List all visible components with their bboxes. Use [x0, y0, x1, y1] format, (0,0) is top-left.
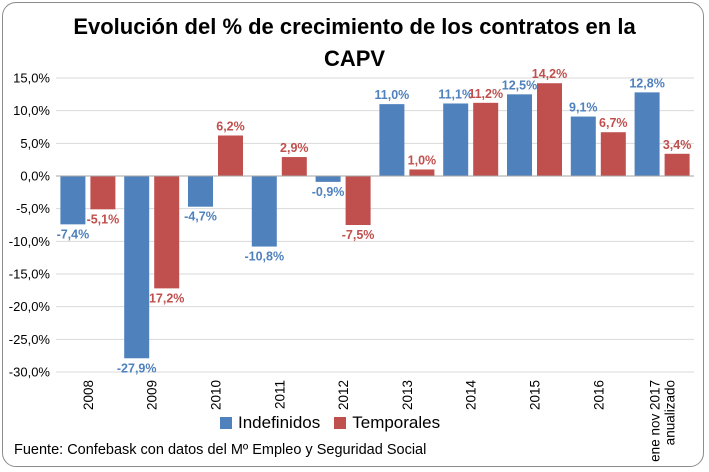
x-tick-label: 2013: [400, 380, 415, 410]
data-label-temporales: 6,2%: [216, 119, 245, 133]
bar-indefinidos: [124, 176, 150, 359]
data-label-temporales: 6,7%: [599, 116, 628, 130]
bar-indefinidos: [634, 92, 660, 176]
bar-indefinidos: [251, 176, 277, 247]
data-label-indefinidos: -27,9%: [117, 361, 157, 375]
data-label-indefinidos: 9,1%: [569, 101, 598, 115]
data-label-indefinidos: 12,8%: [629, 76, 664, 90]
bar-temporales: [409, 169, 435, 176]
data-label-indefinidos: 11,0%: [375, 88, 410, 102]
y-tick-label: -25,0%: [9, 332, 51, 347]
x-tick-label: 2008: [81, 380, 96, 410]
y-tick-label: -5,0%: [16, 201, 50, 216]
y-tick-label: -15,0%: [9, 267, 51, 282]
legend-label-indefinidos: Indefinidos: [238, 413, 321, 432]
chart-title-line-1: Evolución del % de crecimiento de los co…: [73, 14, 636, 39]
bar-temporales: [90, 176, 116, 210]
bar-indefinidos: [507, 94, 532, 176]
data-label-indefinidos: -10,8%: [244, 250, 284, 264]
data-label-temporales: -7,5%: [342, 228, 375, 242]
data-label-temporales: 3,4%: [663, 138, 692, 152]
bar-temporales: [664, 153, 690, 176]
data-label-indefinidos: -4,7%: [184, 210, 217, 224]
y-tick-label: -20,0%: [9, 299, 51, 314]
x-tick-label: 2009: [145, 380, 160, 410]
x-tick-label: 2014: [464, 380, 479, 411]
data-label-indefinidos: 11,1%: [438, 87, 473, 101]
legend-item-indefinidos: Indefinidos: [220, 413, 320, 433]
x-tick-label: 2012: [336, 380, 351, 410]
x-tick-label: ene nov 2017: [648, 380, 663, 462]
data-label-indefinidos: -7,4%: [57, 227, 90, 241]
x-tick-label: 2016: [591, 380, 606, 410]
data-label-temporales: 1,0%: [408, 153, 437, 167]
bar-temporales: [537, 83, 562, 176]
chart-frame: [2, 2, 704, 467]
bar-indefinidos: [570, 116, 596, 176]
bar-temporales: [473, 102, 499, 176]
data-label-temporales: 14,2%: [532, 67, 567, 81]
bar-temporales: [345, 176, 371, 225]
bar-temporales: [281, 157, 307, 176]
bar-indefinidos: [443, 103, 469, 176]
data-label-temporales: 11,2%: [468, 87, 503, 101]
x-tick-label: 2011: [272, 380, 287, 409]
data-label-indefinidos: 12,5%: [502, 78, 537, 92]
legend-item-temporales: Temporales: [334, 413, 440, 433]
x-tick-label: 2010: [209, 380, 224, 410]
y-tick-label: -10,0%: [9, 234, 51, 249]
bar-indefinidos: [315, 176, 341, 182]
data-label-temporales: -5,1%: [87, 212, 120, 226]
chart-legend: Indefinidos Temporales: [220, 413, 454, 433]
data-label-temporales: 17,2%: [149, 291, 184, 305]
x-tick-label: 2015: [528, 380, 543, 410]
y-tick-label: 5,0%: [20, 136, 50, 151]
legend-swatch-indefinidos: [220, 417, 232, 429]
data-label-temporales: 2,9%: [280, 141, 309, 155]
bar-temporales: [600, 132, 626, 176]
bar-temporales: [154, 176, 180, 289]
y-tick-label: -30,0%: [9, 365, 51, 380]
bar-indefinidos: [60, 176, 86, 225]
legend-label-temporales: Temporales: [352, 413, 441, 432]
legend-swatch-temporales: [334, 417, 347, 429]
chart-title-line-2: CAPV: [323, 46, 386, 71]
data-label-indefinidos: -0,9%: [312, 185, 345, 199]
bar-temporales: [218, 135, 243, 176]
bar-indefinidos: [188, 176, 213, 207]
y-tick-label: 15,0%: [13, 71, 50, 86]
x-tick-label: anualizado: [663, 380, 678, 445]
y-tick-label: 0,0%: [20, 169, 50, 184]
y-tick-label: 10,0%: [13, 103, 50, 118]
source-note: Fuente: Confebask con datos del Mº Emple…: [14, 442, 427, 458]
bar-indefinidos: [379, 104, 405, 176]
